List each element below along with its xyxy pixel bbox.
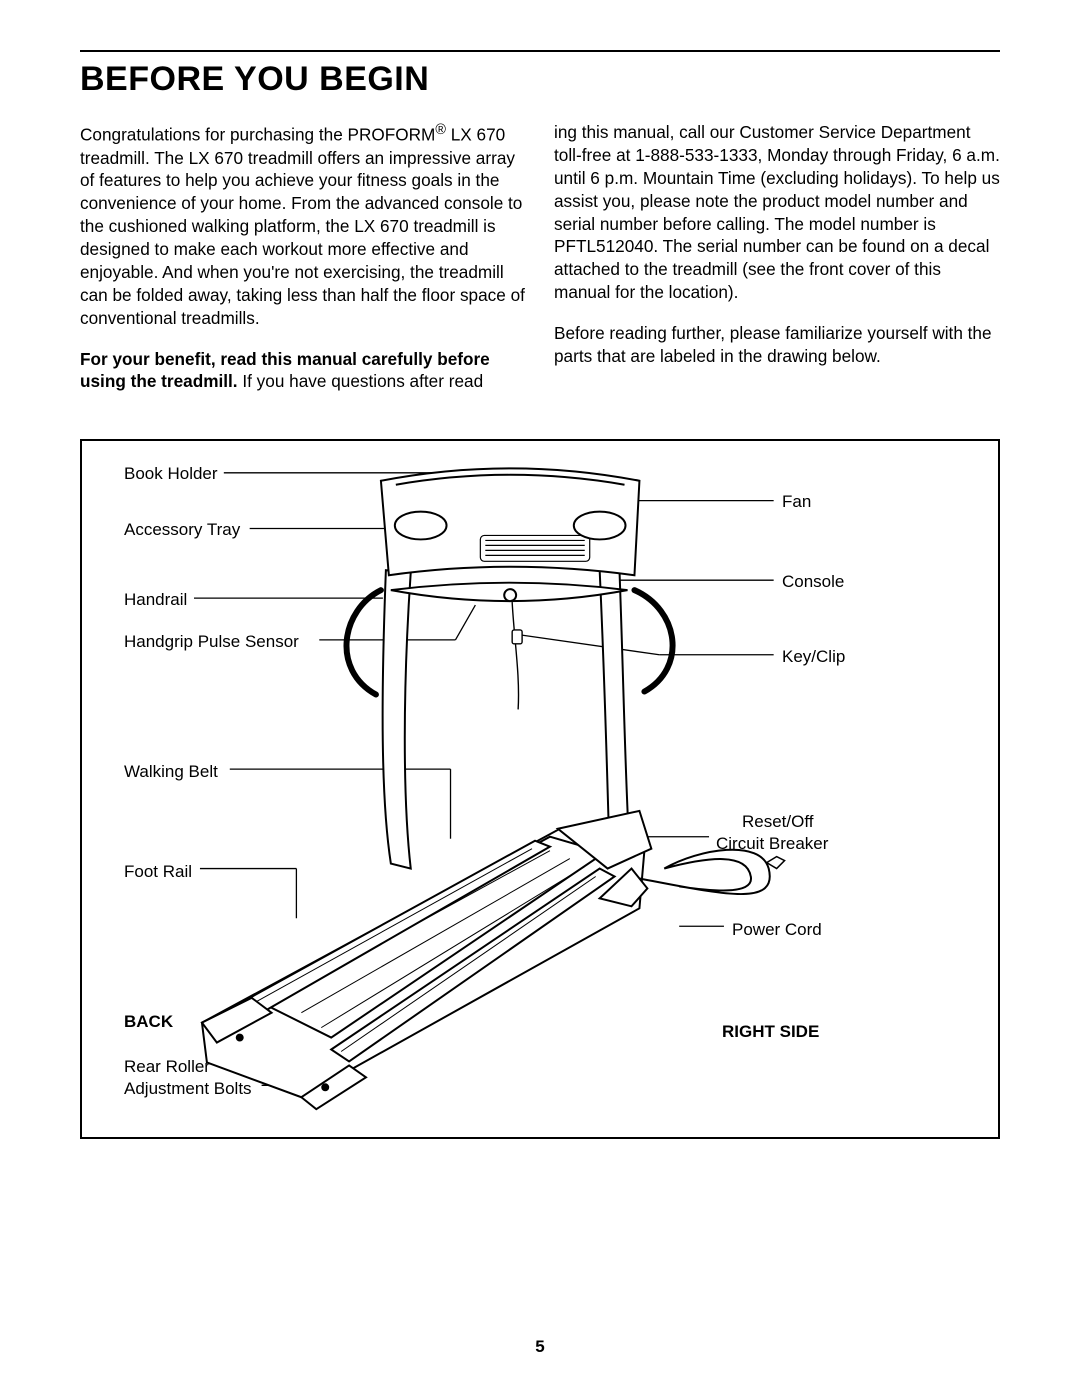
paragraph-3: ing this manual, call our Customer Servi…: [554, 121, 1000, 304]
p2-rest: If you have questions after read: [238, 371, 484, 391]
paragraph-1: Congratulations for purchasing the PROFO…: [80, 121, 526, 330]
paragraph-4: Before reading further, please familiari…: [554, 322, 1000, 368]
treadmill-diagram: Book Holder Accessory Tray Handrail Hand…: [80, 439, 1000, 1139]
p1-text-b: LX 670 treadmill. The LX 670 treadmill o…: [80, 125, 525, 328]
page-number: 5: [0, 1337, 1080, 1357]
treadmill-svg: [82, 441, 998, 1137]
column-right: ing this manual, call our Customer Servi…: [554, 121, 1000, 411]
top-rule: [80, 50, 1000, 52]
body-columns: Congratulations for purchasing the PROFO…: [80, 121, 1000, 411]
p1-text-a: Congratulations for purchasing the PROFO…: [80, 125, 435, 145]
registered-mark: ®: [435, 122, 446, 138]
page-title: BEFORE YOU BEGIN: [80, 60, 1000, 99]
column-left: Congratulations for purchasing the PROFO…: [80, 121, 526, 411]
manual-page: BEFORE YOU BEGIN Congratulations for pur…: [80, 50, 1000, 1139]
paragraph-2: For your benefit, read this manual caref…: [80, 348, 526, 394]
